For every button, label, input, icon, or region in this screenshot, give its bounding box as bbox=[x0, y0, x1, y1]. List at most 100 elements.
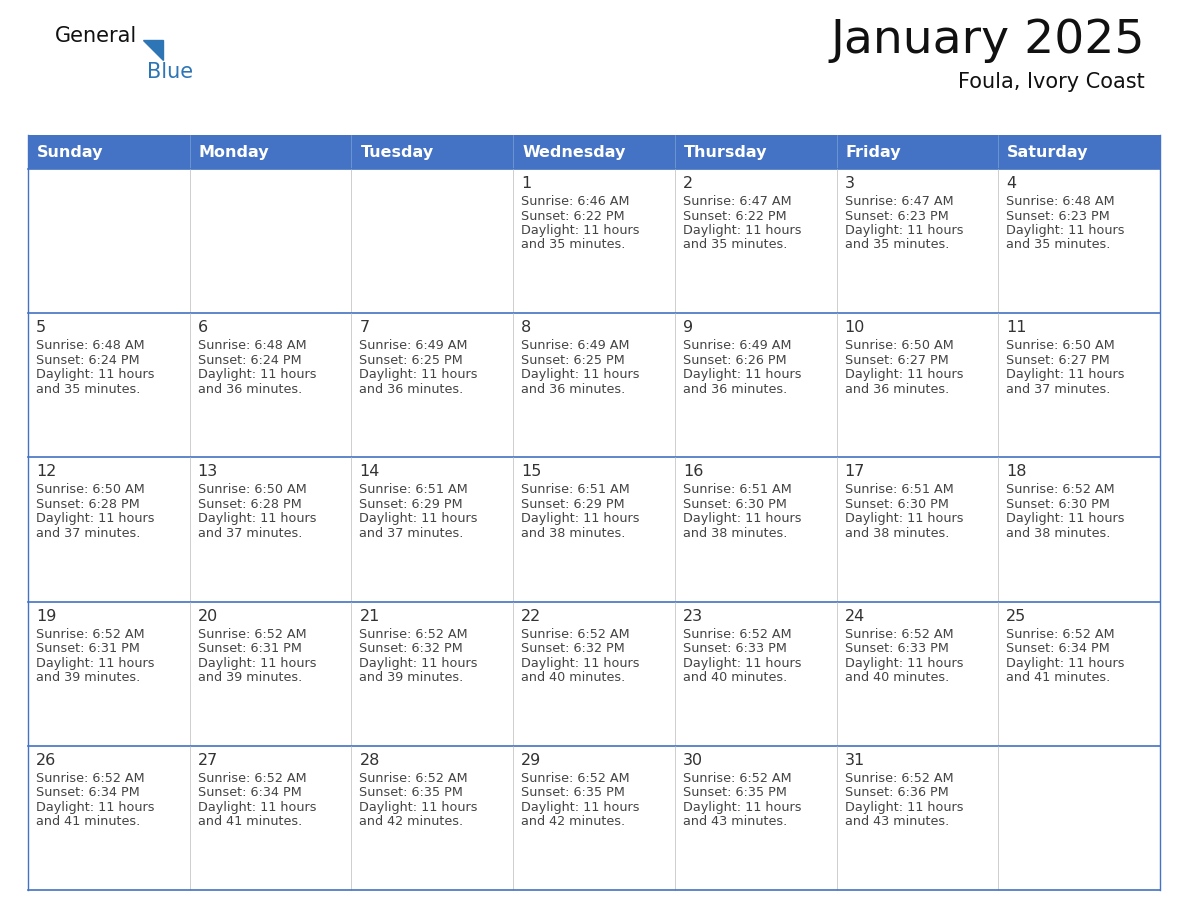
Text: Sunset: 6:27 PM: Sunset: 6:27 PM bbox=[845, 353, 948, 366]
Text: and 36 minutes.: and 36 minutes. bbox=[683, 383, 788, 396]
Text: Sunset: 6:29 PM: Sunset: 6:29 PM bbox=[360, 498, 463, 511]
Text: Daylight: 11 hours: Daylight: 11 hours bbox=[197, 800, 316, 813]
Text: and 41 minutes.: and 41 minutes. bbox=[1006, 671, 1111, 684]
Text: Daylight: 11 hours: Daylight: 11 hours bbox=[36, 512, 154, 525]
Text: and 38 minutes.: and 38 minutes. bbox=[845, 527, 949, 540]
Text: Sunrise: 6:51 AM: Sunrise: 6:51 AM bbox=[845, 484, 953, 497]
Text: Daylight: 11 hours: Daylight: 11 hours bbox=[360, 800, 478, 813]
Text: Sunset: 6:32 PM: Sunset: 6:32 PM bbox=[360, 642, 463, 655]
Text: Sunset: 6:30 PM: Sunset: 6:30 PM bbox=[845, 498, 948, 511]
Text: Sunrise: 6:49 AM: Sunrise: 6:49 AM bbox=[683, 339, 791, 353]
Text: 14: 14 bbox=[360, 465, 380, 479]
Text: Daylight: 11 hours: Daylight: 11 hours bbox=[1006, 656, 1125, 669]
Text: 17: 17 bbox=[845, 465, 865, 479]
Text: Sunset: 6:33 PM: Sunset: 6:33 PM bbox=[845, 642, 948, 655]
Text: and 36 minutes.: and 36 minutes. bbox=[845, 383, 949, 396]
Text: Sunset: 6:22 PM: Sunset: 6:22 PM bbox=[522, 209, 625, 222]
Bar bbox=[29, 169, 1159, 313]
Text: Sunrise: 6:50 AM: Sunrise: 6:50 AM bbox=[845, 339, 953, 353]
Bar bbox=[998, 135, 1159, 169]
Text: Saturday: Saturday bbox=[1007, 144, 1088, 160]
Text: and 35 minutes.: and 35 minutes. bbox=[522, 239, 626, 252]
Text: Sunset: 6:30 PM: Sunset: 6:30 PM bbox=[683, 498, 786, 511]
Text: Daylight: 11 hours: Daylight: 11 hours bbox=[1006, 512, 1125, 525]
Text: Daylight: 11 hours: Daylight: 11 hours bbox=[522, 224, 639, 237]
Text: Daylight: 11 hours: Daylight: 11 hours bbox=[522, 800, 639, 813]
Text: 21: 21 bbox=[360, 609, 380, 623]
Text: Sunrise: 6:52 AM: Sunrise: 6:52 AM bbox=[360, 628, 468, 641]
Text: Blue: Blue bbox=[147, 62, 194, 82]
Text: January 2025: January 2025 bbox=[830, 18, 1145, 63]
Text: 12: 12 bbox=[36, 465, 56, 479]
Text: Sunrise: 6:52 AM: Sunrise: 6:52 AM bbox=[522, 772, 630, 785]
Text: 31: 31 bbox=[845, 753, 865, 767]
Text: and 37 minutes.: and 37 minutes. bbox=[36, 527, 140, 540]
Text: Daylight: 11 hours: Daylight: 11 hours bbox=[522, 368, 639, 381]
Text: Sunrise: 6:50 AM: Sunrise: 6:50 AM bbox=[197, 484, 307, 497]
Text: and 37 minutes.: and 37 minutes. bbox=[197, 527, 302, 540]
Text: and 41 minutes.: and 41 minutes. bbox=[197, 815, 302, 828]
Text: Sunset: 6:25 PM: Sunset: 6:25 PM bbox=[360, 353, 463, 366]
Text: 27: 27 bbox=[197, 753, 217, 767]
Text: Daylight: 11 hours: Daylight: 11 hours bbox=[36, 800, 154, 813]
Bar bbox=[29, 601, 1159, 745]
Text: Sunrise: 6:47 AM: Sunrise: 6:47 AM bbox=[845, 195, 953, 208]
Text: and 40 minutes.: and 40 minutes. bbox=[845, 671, 949, 684]
Text: Daylight: 11 hours: Daylight: 11 hours bbox=[845, 800, 963, 813]
Text: 19: 19 bbox=[36, 609, 56, 623]
Text: Sunrise: 6:52 AM: Sunrise: 6:52 AM bbox=[1006, 484, 1114, 497]
Text: Sunrise: 6:50 AM: Sunrise: 6:50 AM bbox=[1006, 339, 1116, 353]
Text: Daylight: 11 hours: Daylight: 11 hours bbox=[197, 656, 316, 669]
Text: 8: 8 bbox=[522, 320, 531, 335]
Text: Daylight: 11 hours: Daylight: 11 hours bbox=[845, 512, 963, 525]
Text: Sunrise: 6:52 AM: Sunrise: 6:52 AM bbox=[36, 772, 145, 785]
Bar bbox=[675, 135, 836, 169]
Text: Sunset: 6:33 PM: Sunset: 6:33 PM bbox=[683, 642, 786, 655]
Text: Daylight: 11 hours: Daylight: 11 hours bbox=[522, 656, 639, 669]
Text: and 37 minutes.: and 37 minutes. bbox=[360, 527, 463, 540]
Text: Thursday: Thursday bbox=[684, 144, 767, 160]
Text: Daylight: 11 hours: Daylight: 11 hours bbox=[360, 368, 478, 381]
Text: Sunrise: 6:52 AM: Sunrise: 6:52 AM bbox=[845, 628, 953, 641]
Polygon shape bbox=[143, 40, 163, 60]
Text: Sunrise: 6:48 AM: Sunrise: 6:48 AM bbox=[36, 339, 145, 353]
Text: Daylight: 11 hours: Daylight: 11 hours bbox=[36, 656, 154, 669]
Text: 13: 13 bbox=[197, 465, 217, 479]
Text: and 37 minutes.: and 37 minutes. bbox=[1006, 383, 1111, 396]
Text: Sunrise: 6:52 AM: Sunrise: 6:52 AM bbox=[360, 772, 468, 785]
Text: Daylight: 11 hours: Daylight: 11 hours bbox=[683, 368, 802, 381]
Text: Sunset: 6:34 PM: Sunset: 6:34 PM bbox=[1006, 642, 1110, 655]
Text: and 36 minutes.: and 36 minutes. bbox=[522, 383, 625, 396]
Text: Sunrise: 6:51 AM: Sunrise: 6:51 AM bbox=[683, 484, 791, 497]
Text: Sunset: 6:36 PM: Sunset: 6:36 PM bbox=[845, 787, 948, 800]
Text: and 35 minutes.: and 35 minutes. bbox=[683, 239, 788, 252]
Text: Tuesday: Tuesday bbox=[360, 144, 434, 160]
Text: and 40 minutes.: and 40 minutes. bbox=[683, 671, 788, 684]
Text: Sunset: 6:31 PM: Sunset: 6:31 PM bbox=[197, 642, 302, 655]
Bar bbox=[836, 135, 998, 169]
Text: Sunset: 6:32 PM: Sunset: 6:32 PM bbox=[522, 642, 625, 655]
Text: 4: 4 bbox=[1006, 176, 1017, 191]
Text: Sunrise: 6:52 AM: Sunrise: 6:52 AM bbox=[197, 772, 307, 785]
Bar bbox=[29, 745, 1159, 890]
Text: Sunset: 6:24 PM: Sunset: 6:24 PM bbox=[36, 353, 140, 366]
Text: 16: 16 bbox=[683, 465, 703, 479]
Text: Sunrise: 6:52 AM: Sunrise: 6:52 AM bbox=[1006, 628, 1114, 641]
Text: Daylight: 11 hours: Daylight: 11 hours bbox=[1006, 224, 1125, 237]
Text: Daylight: 11 hours: Daylight: 11 hours bbox=[522, 512, 639, 525]
Text: Sunset: 6:26 PM: Sunset: 6:26 PM bbox=[683, 353, 786, 366]
Text: Sunday: Sunday bbox=[37, 144, 103, 160]
Text: Daylight: 11 hours: Daylight: 11 hours bbox=[845, 368, 963, 381]
Text: 26: 26 bbox=[36, 753, 56, 767]
Text: Daylight: 11 hours: Daylight: 11 hours bbox=[360, 512, 478, 525]
Bar bbox=[29, 135, 190, 169]
Text: 23: 23 bbox=[683, 609, 703, 623]
Text: 10: 10 bbox=[845, 320, 865, 335]
Text: Sunrise: 6:49 AM: Sunrise: 6:49 AM bbox=[522, 339, 630, 353]
Text: 20: 20 bbox=[197, 609, 217, 623]
Text: and 38 minutes.: and 38 minutes. bbox=[1006, 527, 1111, 540]
Text: 9: 9 bbox=[683, 320, 693, 335]
Text: Daylight: 11 hours: Daylight: 11 hours bbox=[683, 800, 802, 813]
Text: and 39 minutes.: and 39 minutes. bbox=[360, 671, 463, 684]
Text: Sunset: 6:27 PM: Sunset: 6:27 PM bbox=[1006, 353, 1110, 366]
